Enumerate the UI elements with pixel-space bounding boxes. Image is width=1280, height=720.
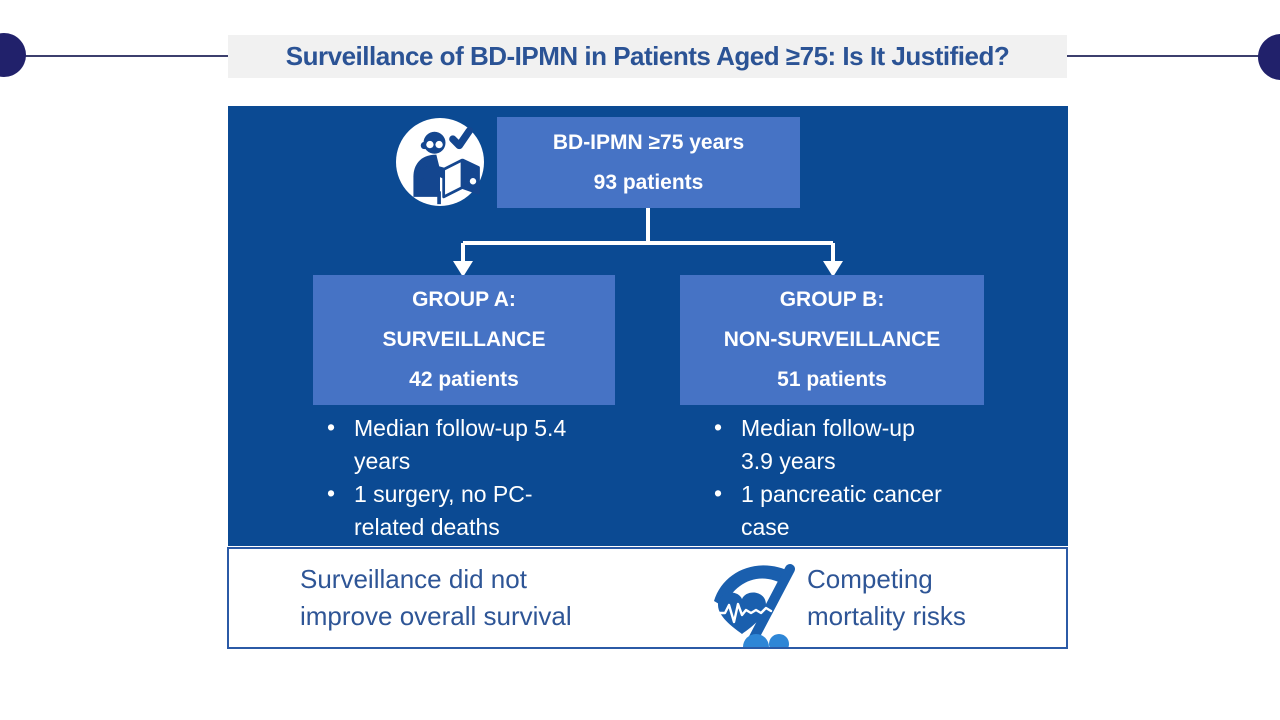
left-edge-dot	[0, 33, 26, 77]
conclusion-bar: Surveillance did not improve overall sur…	[227, 547, 1068, 649]
group-b-node: GROUP B: NON-SURVEILLANCE 51 patients	[680, 275, 984, 405]
group-a-count: 42 patients	[409, 368, 519, 391]
group-a-bullet-list: Median follow-up 5.4 years 1 surgery, no…	[325, 411, 635, 544]
group-b-bullet-list: Median follow-up 3.9 years 1 pancreatic …	[712, 411, 1022, 544]
right-edge-dot	[1258, 34, 1280, 80]
scythe-heart-icon	[711, 555, 803, 647]
list-item: 1 pancreatic cancer case	[712, 477, 1022, 544]
group-a-subtitle: SURVEILLANCE	[382, 328, 546, 351]
conclusion-left-text: Surveillance did not improve overall sur…	[300, 564, 572, 631]
list-item: Median follow-up 3.9 years	[712, 411, 1022, 478]
group-b-title: GROUP B:	[779, 288, 885, 311]
group-a-title: GROUP A:	[412, 288, 516, 311]
conclusion-right-text: Competing mortality risks	[807, 564, 966, 631]
list-item: Median follow-up 5.4 years	[325, 411, 635, 478]
root-node-label: BD-IPMN ≥75 years	[552, 130, 745, 154]
group-b-subtitle: NON-SURVEILLANCE	[723, 328, 941, 351]
reader-icon-badge	[396, 118, 484, 206]
root-node-count: 93 patients	[593, 170, 704, 194]
root-node: BD-IPMN ≥75 years 93 patients	[497, 117, 800, 208]
page-title: Surveillance of BD-IPMN in Patients Aged…	[285, 41, 1010, 71]
scythe-heart-ecg-graphic	[712, 564, 795, 647]
title-bar: Surveillance of BD-IPMN in Patients Aged…	[228, 35, 1067, 78]
left-connector-line	[0, 55, 229, 57]
flowchart-panel: BD-IPMN ≥75 years 93 patients GROUP A: S…	[228, 106, 1068, 546]
person-reading-icon	[396, 118, 484, 206]
group-b-count: 51 patients	[777, 368, 887, 391]
group-a-node: GROUP A: SURVEILLANCE 42 patients	[313, 275, 615, 405]
right-connector-line	[1066, 55, 1280, 57]
list-item: 1 surgery, no PC- related deaths	[325, 477, 635, 544]
